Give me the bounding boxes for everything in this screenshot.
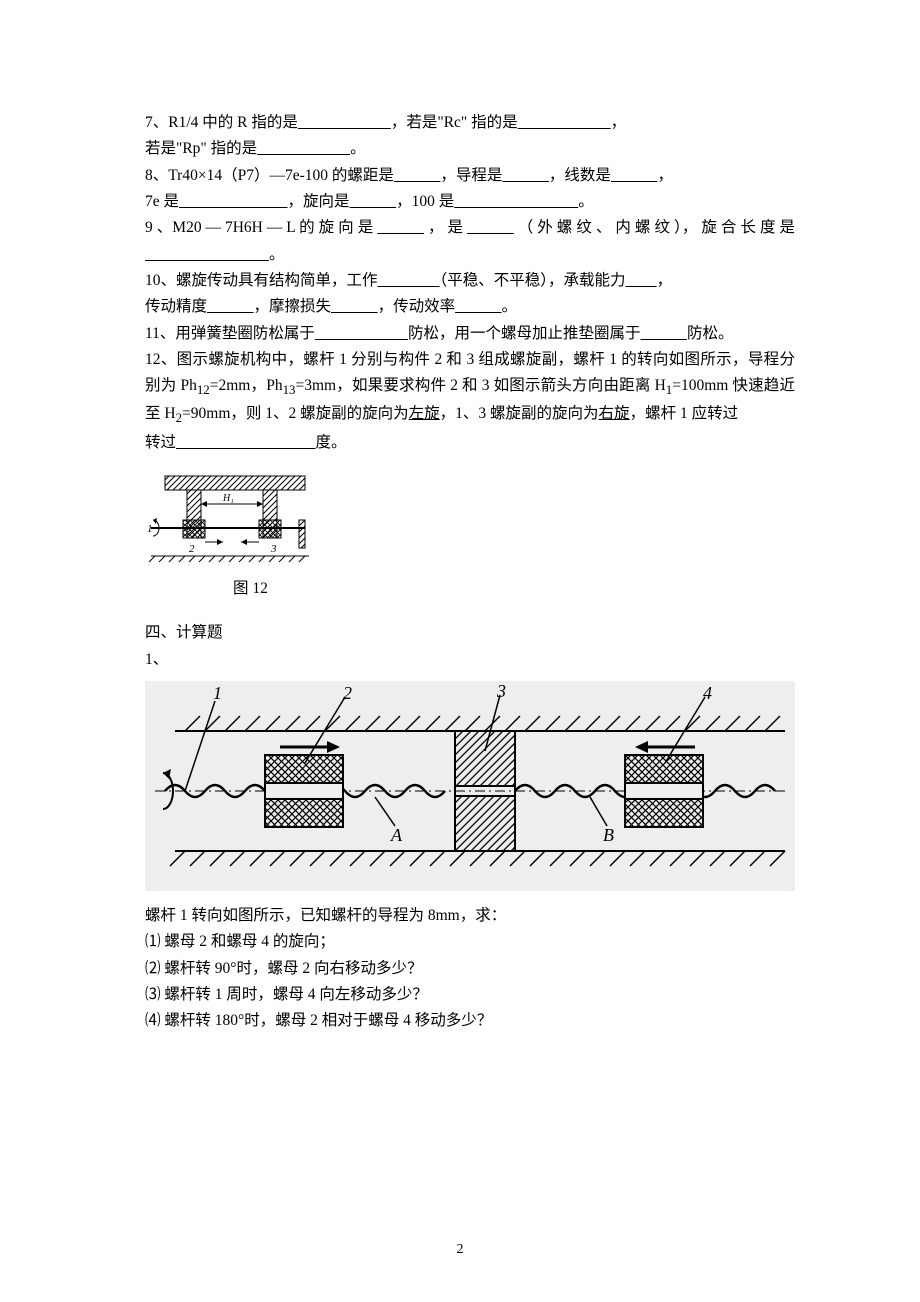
calc-p1: ⑴ 螺母 2 和螺母 4 的旋向； xyxy=(145,929,795,955)
q12-h-pre: 转过 xyxy=(145,434,176,451)
q9-d: 。 xyxy=(269,246,285,263)
q12-sub12: 12 xyxy=(197,383,210,398)
fig12-label-2: 2 xyxy=(189,543,195,555)
question-12: 12、图示螺旋机构中，螺杆 1 分别与构件 2 和 3 组成螺旋副，螺杆 1 的… xyxy=(145,347,795,429)
calc-p4: ⑷ 螺杆转 180°时，螺母 2 相对于螺母 4 移动多少？ xyxy=(145,1008,795,1034)
mainfig-label-b: B xyxy=(603,825,614,845)
q8-f: ，旋向是 xyxy=(288,193,350,210)
q10-g: 。 xyxy=(502,298,518,315)
q9-c: （ 外 螺 纹 、 内 螺 纹 ）， 旋 合 长 度 是 xyxy=(514,219,795,236)
mainfig-label-2: 2 xyxy=(343,683,352,703)
q12-b: =2mm，Ph xyxy=(210,377,283,394)
figure-12-caption: 图 12 xyxy=(233,576,795,602)
q11-b: 防松，用一个螺母加止推垫圈属于 xyxy=(408,325,641,342)
q7-a: 7、R1/4 中的 R 指的是 xyxy=(145,114,298,131)
q11-c: 防松。 xyxy=(687,325,734,342)
calc-p3: ⑶ 螺杆转 1 周时，螺母 4 向左移动多少？ xyxy=(145,982,795,1008)
q12-g: ，螺杆 1 应转过 xyxy=(630,405,739,422)
question-7b: 若是"Rp" 指的是 。 xyxy=(145,136,795,162)
q12-e: =90mm，则 1、2 螺旋副的旋向为 xyxy=(182,405,409,422)
q10-a: 10、螺旋传动具有结构简单，工作 xyxy=(145,272,378,289)
q10-c: ， xyxy=(657,272,673,289)
question-11: 11、用弹簧垫圈防松属于 防松，用一个螺母加止推垫圈属于 防松。 xyxy=(145,321,795,347)
question-12b: 转过 度。 xyxy=(145,430,795,456)
section-4-title: 四、计算题 xyxy=(145,620,795,646)
q8-e: 7e 是 xyxy=(145,193,179,210)
q10-e: ，摩擦损失 xyxy=(254,298,332,315)
calc-p2: ⑵ 螺杆转 90°时，螺母 2 向右移动多少？ xyxy=(145,956,795,982)
q10-b: （平稳、不平稳），承载能力 xyxy=(440,272,626,289)
q12-sub13: 13 xyxy=(283,383,296,398)
page-number: 2 xyxy=(0,1238,920,1262)
q12-u1: 左旋 xyxy=(409,405,440,422)
calc-intro: 螺杆 1 转向如图所示，已知螺杆的导程为 8mm，求： xyxy=(145,903,795,929)
mainfig-label-a: A xyxy=(390,825,403,845)
q10-d: 传动精度 xyxy=(145,298,207,315)
fig12-label-3: 3 xyxy=(270,543,277,555)
question-7: 7、R1/4 中的 R 指的是 ，若是"Rc" 指的是 ， xyxy=(145,110,795,136)
q12-f: ，1、3 螺旋副的旋向为 xyxy=(440,405,599,422)
mainfig-label-4: 4 xyxy=(703,683,712,703)
q8-b: ，导程是 xyxy=(440,167,502,184)
fig12-label-1: 1 xyxy=(147,523,153,535)
question-8b: 7e 是 ，旋向是 ，100 是 。 xyxy=(145,189,795,215)
page: 7、R1/4 中的 R 指的是 ，若是"Rc" 指的是 ， 若是"Rp" 指的是… xyxy=(0,0,920,1302)
question-10: 10、螺旋传动具有结构简单，工作 （平稳、不平稳），承载能力 ， xyxy=(145,268,795,294)
mainfig-label-3: 3 xyxy=(496,681,506,701)
section-4-item-1: 1、 xyxy=(145,647,795,673)
main-figure: 1 2 3 4 A B xyxy=(145,681,795,891)
mainfig-label-1: 1 xyxy=(213,683,222,703)
q8-h: 。 xyxy=(578,193,594,210)
q8-d: ， xyxy=(657,167,673,184)
q7-d: 若是"Rp" 指的是 xyxy=(145,140,257,157)
q7-b: ，若是"Rc" 指的是 xyxy=(391,114,518,131)
q7-c: ， xyxy=(611,114,627,131)
question-10b: 传动精度 ，摩擦损失 ，传动效率 。 xyxy=(145,294,795,320)
q8-c: ，线数是 xyxy=(549,167,611,184)
q7-e: 。 xyxy=(350,140,366,157)
q9-b: ， 是 xyxy=(424,219,467,236)
question-9b: 。 xyxy=(145,242,795,268)
question-9: 9 、M20 — 7H6H — L 的 旋 向 是 ， 是 （ 外 螺 纹 、 … xyxy=(145,215,795,241)
q10-f: ，传动效率 xyxy=(378,298,456,315)
q9-a: 9 、M20 — 7H6H — L 的 旋 向 是 xyxy=(145,219,377,236)
question-8: 8、Tr40×14（P7）—7e-100 的螺距是 ，导程是 ，线数是 ， xyxy=(145,163,795,189)
fig12-label-h: H₁ xyxy=(222,493,234,504)
figure-12-svg: H₁ 1 2 3 xyxy=(145,470,315,570)
q8-a: 8、Tr40×14（P7）—7e-100 的螺距是 xyxy=(145,167,394,184)
q12-c: =3mm，如果要求构件 2 和 3 如图示箭头方向由距离 H xyxy=(296,377,666,394)
q8-g: ，100 是 xyxy=(396,193,454,210)
figure-12: H₁ 1 2 3 xyxy=(145,470,795,570)
main-figure-svg: 1 2 3 4 A B xyxy=(145,681,795,891)
q11-a: 11、用弹簧垫圈防松属于 xyxy=(145,325,315,342)
q12-h: 度。 xyxy=(316,434,347,451)
q12-u2: 右旋 xyxy=(599,405,630,422)
